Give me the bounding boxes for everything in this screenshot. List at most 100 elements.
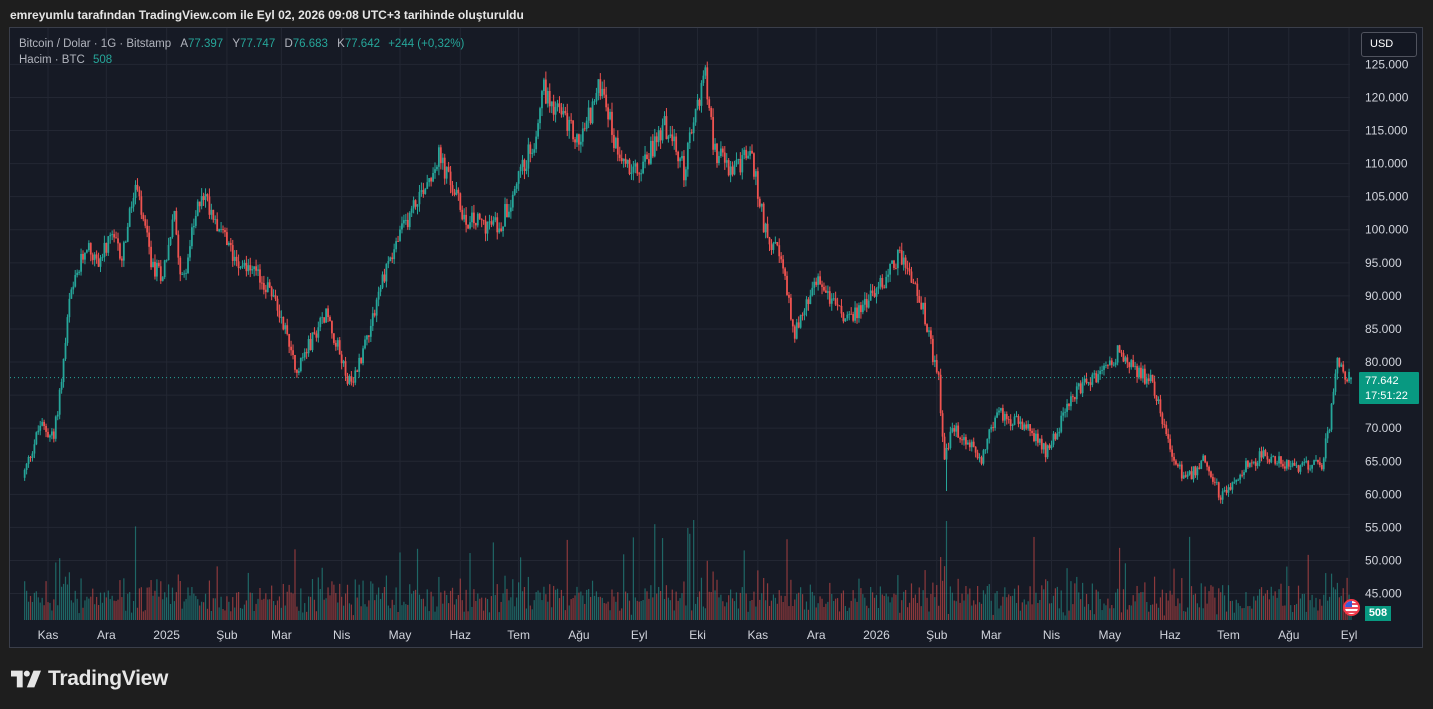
candle-body <box>39 425 42 431</box>
candle-body <box>653 136 656 157</box>
candle-body <box>457 189 460 194</box>
candle-body <box>210 209 213 215</box>
candle-body <box>725 160 728 163</box>
candle-body <box>500 228 503 231</box>
candle-body <box>844 318 847 322</box>
volume-bar <box>681 593 683 620</box>
candle-body <box>428 178 431 183</box>
volume-bar <box>164 592 166 620</box>
candle-body <box>846 314 849 319</box>
chart-panel[interactable]: 45.00050.00055.00060.00065.00070.00075.0… <box>9 27 1423 648</box>
volume-bar <box>1070 581 1072 620</box>
candle-body <box>33 444 36 454</box>
candle-body <box>1112 364 1115 366</box>
candle-body <box>970 441 973 448</box>
brand-logo[interactable]: TradingView <box>11 666 168 692</box>
candle-body <box>675 136 678 152</box>
candle-body <box>58 389 61 415</box>
candle-body <box>928 330 930 332</box>
volume-bar <box>726 602 728 620</box>
candle-body <box>801 314 804 316</box>
candle-body <box>1130 360 1133 368</box>
candle-body <box>406 219 409 228</box>
volume-bar <box>527 576 529 620</box>
volume-bar <box>1272 595 1274 620</box>
volume-bar <box>169 603 172 620</box>
volume-bar <box>1229 601 1232 620</box>
candle-body <box>1243 472 1245 476</box>
candle-body <box>1167 433 1170 439</box>
volume-bar <box>733 601 736 620</box>
volume-bar <box>512 579 514 620</box>
candle-body <box>1070 396 1072 407</box>
volume-bar <box>393 604 395 620</box>
y-tick-label: 95.000 <box>1365 256 1402 270</box>
volume-bar <box>59 558 61 620</box>
volume-bar <box>1008 594 1010 620</box>
candle-body <box>922 302 925 310</box>
candle-body <box>667 136 670 140</box>
candle-body <box>772 243 775 250</box>
y-tick-label: 65.000 <box>1365 454 1402 468</box>
candle-body <box>169 236 172 245</box>
candle-body <box>933 360 936 363</box>
volume-bar <box>1330 573 1333 620</box>
us-flag-icon[interactable] <box>1343 599 1360 616</box>
candle-body <box>56 414 59 417</box>
volume-bar <box>710 592 712 620</box>
legend-close-value: 77.642 <box>344 38 380 50</box>
legend-low-label: D <box>284 38 293 50</box>
candle-body <box>869 290 872 301</box>
candle-body <box>790 297 792 320</box>
volume-bar <box>1270 586 1272 620</box>
candle-body <box>1215 482 1218 484</box>
candle-body <box>463 214 466 220</box>
candle-body <box>638 173 641 175</box>
volume-bar <box>239 607 242 620</box>
legend-symbol[interactable]: Bitcoin / Dolar · 1G · Bitstamp <box>19 38 172 50</box>
volume-bar <box>566 539 568 620</box>
volume-bar <box>1029 586 1031 620</box>
volume-bar <box>693 520 695 620</box>
candle-body <box>754 171 757 177</box>
candle-body <box>935 360 938 373</box>
candle-body <box>756 171 759 199</box>
volume-bar <box>385 575 387 620</box>
volume-bar <box>805 601 808 620</box>
currency-button[interactable]: USD <box>1361 32 1417 57</box>
candle-body <box>780 256 783 260</box>
candle-body <box>599 79 602 97</box>
volume-bar <box>1173 568 1175 620</box>
candle-body <box>37 430 40 433</box>
volume-bar <box>236 592 238 620</box>
volume-bar <box>1033 536 1035 620</box>
volume-bar <box>156 579 158 620</box>
candle-body <box>1095 373 1098 383</box>
candle-body <box>990 427 993 430</box>
volume-bar <box>179 581 181 620</box>
volume-bar <box>436 606 438 620</box>
candle-body <box>494 217 497 221</box>
volume-bar <box>66 584 69 620</box>
candle-body <box>980 457 983 464</box>
candle-body <box>1280 456 1282 464</box>
volume-bar <box>234 607 236 620</box>
volume-bar <box>856 601 858 620</box>
candle-body <box>237 261 240 269</box>
candle-body <box>1180 464 1183 479</box>
volume-bar <box>389 608 391 620</box>
legend-volume-label[interactable]: Hacim · BTC <box>19 54 85 66</box>
volume-bar <box>64 576 67 620</box>
candle-body <box>461 209 464 220</box>
x-tick-label: Şub <box>926 628 948 642</box>
volume-bar <box>967 594 969 620</box>
volume-bar <box>352 615 354 620</box>
volume-bar <box>1237 603 1239 620</box>
volume-bar <box>500 601 502 620</box>
candle-body <box>171 219 174 237</box>
volume-bar <box>669 600 671 620</box>
volume-bar <box>346 584 349 620</box>
volume-bar <box>1243 608 1245 620</box>
candlestick-chart[interactable]: 45.00050.00055.00060.00065.00070.00075.0… <box>10 28 1422 647</box>
candle-body <box>723 152 726 163</box>
